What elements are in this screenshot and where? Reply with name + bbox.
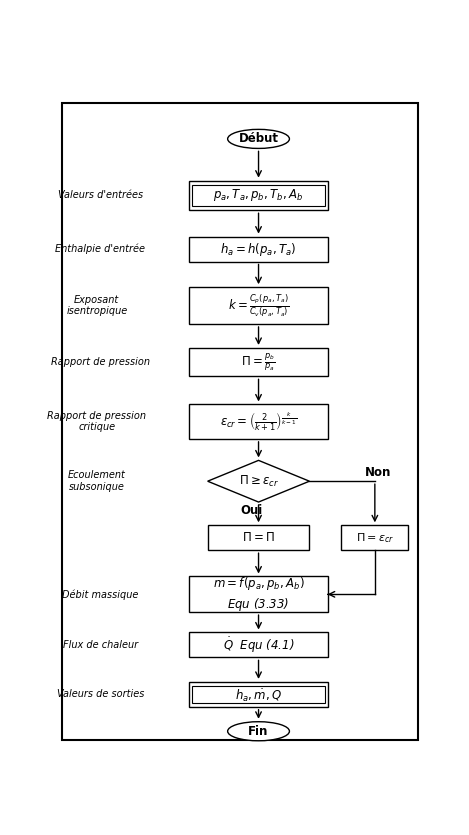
Text: $h_a, \dot{m}, \dot{Q}$: $h_a, \dot{m}, \dot{Q}$ xyxy=(235,685,282,704)
Text: $\dot{m} = f(p_a, p_b, A_b)$
$Equ$ (3.33): $\dot{m} = f(p_a, p_b, A_b)$ $Equ$ (3.33… xyxy=(212,576,304,613)
Ellipse shape xyxy=(227,129,289,149)
Bar xyxy=(341,525,408,550)
Bar xyxy=(189,180,328,210)
Text: Non: Non xyxy=(365,466,392,478)
Text: $\Pi = \varepsilon_{cr}$: $\Pi = \varepsilon_{cr}$ xyxy=(356,531,394,544)
Bar xyxy=(189,287,328,324)
Text: $h_a = h(p_a, T_a)$: $h_a = h(p_a, T_a)$ xyxy=(220,240,297,257)
Text: Rapport de pression
critique: Rapport de pression critique xyxy=(47,411,146,433)
Text: $p_a, T_a, p_b, T_b, A_b$: $p_a, T_a, p_b, T_b, A_b$ xyxy=(213,187,303,204)
Text: Valeurs de sorties: Valeurs de sorties xyxy=(57,690,144,700)
Bar xyxy=(208,525,310,550)
Text: Début: Début xyxy=(239,133,279,145)
Text: $\varepsilon_{cr} = \left(\frac{2}{k+1}\right)^{\frac{k}{k-1}}$: $\varepsilon_{cr} = \left(\frac{2}{k+1}\… xyxy=(220,410,297,433)
Text: Exposant
isentropique: Exposant isentropique xyxy=(66,295,128,316)
Text: $\Pi = \Pi$: $\Pi = \Pi$ xyxy=(242,531,275,544)
Bar xyxy=(189,404,328,439)
Text: Valeurs d'entrées: Valeurs d'entrées xyxy=(58,190,143,200)
Text: $\dot{Q}$  $Equ$ (4.1): $\dot{Q}$ $Equ$ (4.1) xyxy=(223,635,294,655)
Bar xyxy=(189,682,328,707)
Bar xyxy=(192,185,325,206)
Text: Débit massique: Débit massique xyxy=(62,589,139,600)
Bar xyxy=(189,236,328,261)
Text: Flux de chaleur: Flux de chaleur xyxy=(63,640,138,650)
FancyBboxPatch shape xyxy=(62,104,418,740)
Text: Fin: Fin xyxy=(249,725,269,738)
Bar xyxy=(192,686,325,703)
Text: $\Pi = \frac{p_b}{p_a}$: $\Pi = \frac{p_b}{p_a}$ xyxy=(242,352,276,373)
Bar xyxy=(189,632,328,657)
Ellipse shape xyxy=(227,721,289,741)
Text: Ecoulement
subsonique: Ecoulement subsonique xyxy=(68,470,126,492)
Text: Rapport de pression: Rapport de pression xyxy=(51,357,150,367)
Text: $\Pi \geq \varepsilon_{cr}$: $\Pi \geq \varepsilon_{cr}$ xyxy=(239,473,279,488)
Text: $k = \frac{C_p(p_a, T_a)}{C_v(p_a, T_a)}$: $k = \frac{C_p(p_a, T_a)}{C_v(p_a, T_a)}… xyxy=(228,292,289,319)
Bar xyxy=(189,348,328,377)
Polygon shape xyxy=(208,460,310,502)
Text: Oui: Oui xyxy=(240,504,262,518)
Text: Enthalpie d'entrée: Enthalpie d'entrée xyxy=(55,244,145,255)
Bar xyxy=(189,576,328,612)
